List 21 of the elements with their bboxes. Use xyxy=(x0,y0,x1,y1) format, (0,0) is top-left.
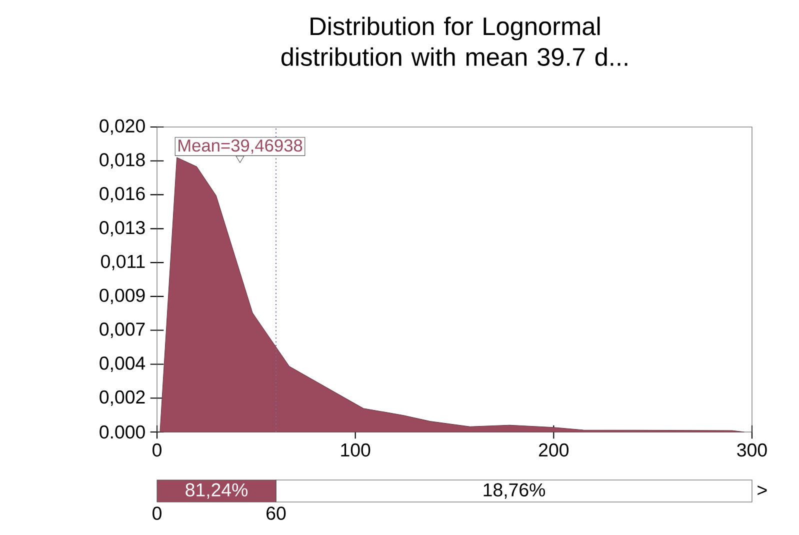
y-tick-label: 0,011 xyxy=(101,254,145,270)
x-tick-label: 300 xyxy=(737,443,767,457)
y-tick-label: 0,016 xyxy=(100,186,145,202)
chart-title: Distribution for Lognormal distribution with mean 39.7 d... xyxy=(281,16,628,66)
y-tick-label: 0.000 xyxy=(100,425,145,439)
y-tick-label: 0,020 xyxy=(100,119,145,135)
annotation: Mean=39,46938 xyxy=(178,139,302,154)
annotation: 81,24% xyxy=(186,483,248,499)
y-tick-label: 0,013 xyxy=(100,220,145,236)
x-tick-label: 200 xyxy=(539,443,569,457)
x-tick-label: 0 xyxy=(152,506,162,520)
x-tick-label: 60 xyxy=(266,506,286,520)
x-tick-label: 100 xyxy=(341,443,370,457)
y-tick-label: 0,018 xyxy=(100,153,145,169)
text: > xyxy=(758,486,767,496)
y-tick-label: 0,009 xyxy=(100,288,145,304)
annotation: 18,76% xyxy=(484,483,545,499)
y-tick-label: 0,004 xyxy=(100,356,146,372)
y-tick-label: 0,007 xyxy=(100,322,145,338)
y-tick-label: 0,002 xyxy=(100,390,145,406)
x-tick-label: 0 xyxy=(152,443,162,457)
